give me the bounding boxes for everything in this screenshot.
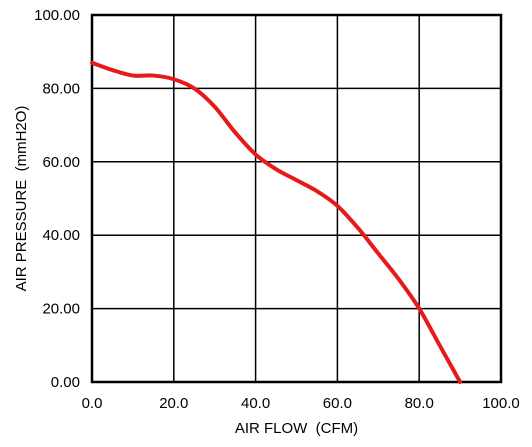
x-tick-label: 80.0: [405, 395, 434, 412]
x-tick-label: 20.0: [159, 395, 188, 412]
y-tick-label: 60.00: [42, 154, 80, 171]
y-tick-label: 100.00: [34, 7, 80, 24]
x-tick-label: 100.0: [482, 395, 520, 412]
x-tick-labels: 0.0 20.0 40.0 60.0 80.0 100.0: [82, 395, 520, 412]
grid-lines: [92, 15, 501, 382]
x-tick-label: 0.0: [82, 395, 103, 412]
x-axis-title: AIR FLOW (CFM): [235, 420, 358, 437]
y-tick-label: 20.00: [42, 301, 80, 318]
y-tick-label: 0.00: [51, 374, 80, 391]
x-tick-label: 60.0: [323, 395, 352, 412]
plot-frame: [90, 13, 503, 384]
pressure-flow-curve: [90, 60, 463, 384]
y-tick-label: 40.00: [42, 227, 80, 244]
y-tick-label: 80.00: [42, 80, 80, 97]
x-tick-label: 40.0: [241, 395, 270, 412]
y-axis-title: AIR PRESSURE (mmH2O): [13, 106, 30, 292]
y-tick-labels: 0.00 20.00 40.00 60.00 80.00 100.00: [34, 7, 80, 391]
